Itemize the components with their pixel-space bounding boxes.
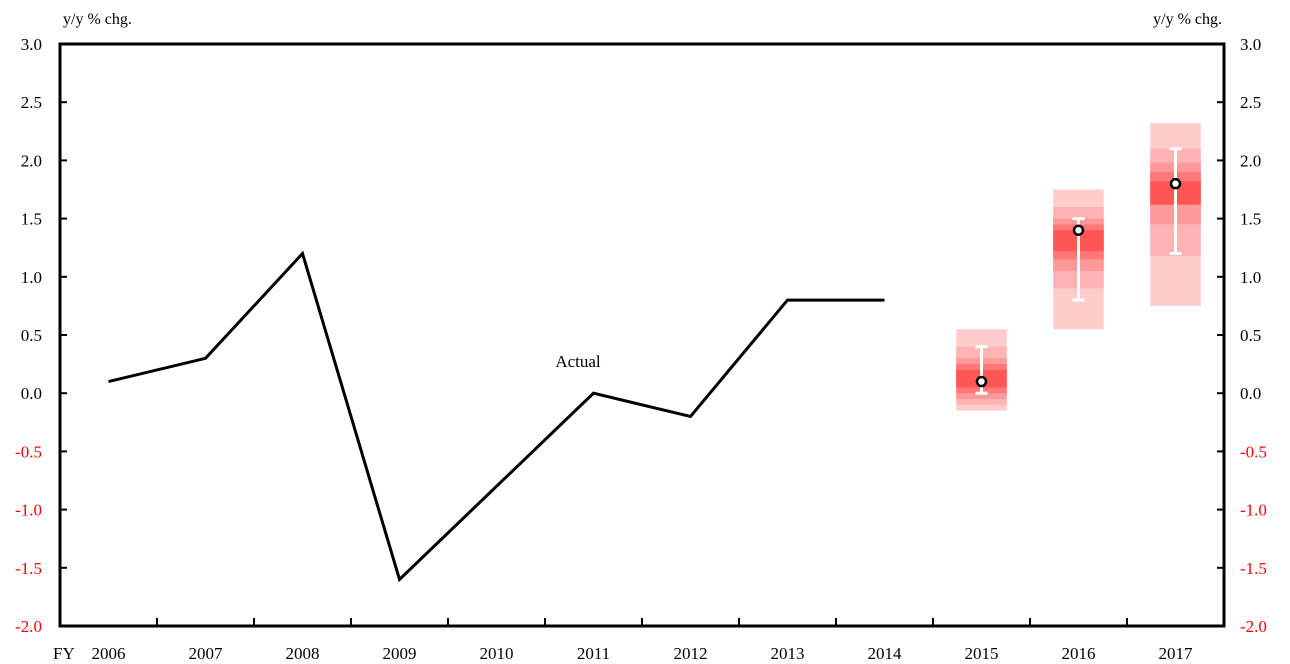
actual-series-line bbox=[108, 250, 885, 583]
x-tick-label: 2006 bbox=[92, 644, 126, 663]
right-y-tick-label: 2.5 bbox=[1240, 93, 1261, 112]
left-y-tick-label: 0.5 bbox=[21, 326, 42, 345]
left-unit-label: y/y % chg. bbox=[63, 11, 132, 28]
left-y-tick-label: 3.0 bbox=[21, 35, 42, 54]
right-unit-label: y/y % chg. bbox=[1153, 11, 1222, 28]
right-y-tick-label: 0.5 bbox=[1240, 326, 1261, 345]
x-tick-label: 2013 bbox=[771, 644, 805, 663]
right-y-tick-label: -2.0 bbox=[1240, 617, 1267, 636]
x-tick-label: 2007 bbox=[189, 644, 224, 663]
left-y-tick-label: 1.5 bbox=[21, 210, 42, 229]
actual-annotation: Actual bbox=[555, 352, 601, 371]
x-tick-label: 2016 bbox=[1062, 644, 1096, 663]
plot-frame bbox=[58, 42, 1226, 628]
right-y-tick-label: 3.0 bbox=[1240, 35, 1261, 54]
axis-ticks bbox=[60, 43, 1224, 627]
right-y-tick-label: 2.0 bbox=[1240, 151, 1261, 170]
forecast-median-marker bbox=[1169, 177, 1182, 190]
x-tick-label: 2014 bbox=[868, 644, 903, 663]
right-y-tick-label: -1.5 bbox=[1240, 559, 1267, 578]
left-y-tick-label: -1.5 bbox=[15, 559, 42, 578]
left-y-tick-label: 0.0 bbox=[21, 384, 42, 403]
left-y-tick-label: -2.0 bbox=[15, 617, 42, 636]
forecast-median-marker bbox=[1072, 224, 1085, 236]
right-y-tick-label: 1.5 bbox=[1240, 210, 1261, 229]
x-axis-labels: 2006 2007 2008 2009 2010 2011 2012 2013 2014 2015… bbox=[92, 644, 1194, 663]
forecast-markers bbox=[975, 147, 1182, 395]
right-y-axis-labels: 3.0 2.5 2.0 1.5 1.0 0.5 0.0 -0.5 -1.0 -1.5 -2.0 bbox=[1240, 35, 1267, 636]
left-y-tick-label: 2.0 bbox=[21, 151, 42, 170]
x-tick-label: 2015 bbox=[965, 644, 999, 663]
x-tick-label: 2009 bbox=[383, 644, 417, 663]
left-y-axis-labels: 3.0 2.5 2.0 1.5 1.0 0.5 0.0 -0.5 -1.0 -1.5 -2.0 bbox=[15, 35, 42, 636]
left-y-tick-label: -1.0 bbox=[15, 501, 42, 520]
right-y-tick-label: -1.0 bbox=[1240, 501, 1267, 520]
x-tick-label: 2017 bbox=[1159, 644, 1194, 663]
right-y-tick-label: -0.5 bbox=[1240, 442, 1267, 461]
forecast-median-marker bbox=[975, 375, 988, 388]
left-y-tick-label: -0.5 bbox=[15, 442, 42, 461]
right-y-tick-label: 1.0 bbox=[1240, 268, 1261, 287]
left-y-tick-label: 1.0 bbox=[21, 268, 42, 287]
x-tick-label: 2008 bbox=[286, 644, 320, 663]
actual-series bbox=[108, 250, 885, 583]
left-y-tick-label: 2.5 bbox=[21, 93, 42, 112]
x-tick-label: 2012 bbox=[674, 644, 708, 663]
fy-prefix-label: FY bbox=[53, 644, 75, 663]
right-y-tick-label: 0.0 bbox=[1240, 384, 1261, 403]
x-tick-label: 2010 bbox=[480, 644, 514, 663]
x-tick-label: 2011 bbox=[577, 644, 610, 663]
